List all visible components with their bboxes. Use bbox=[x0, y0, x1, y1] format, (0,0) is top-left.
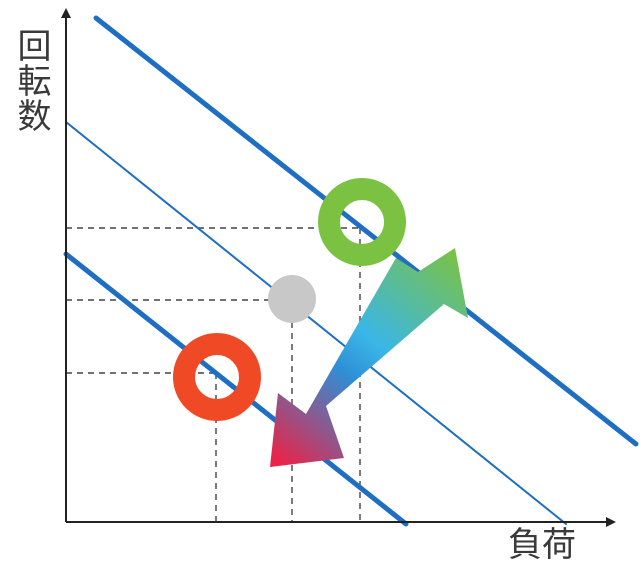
bidirectional-arrow-icon bbox=[270, 248, 468, 467]
upper-limit-line bbox=[93, 15, 639, 447]
x-axis-label: 負荷 bbox=[508, 525, 576, 565]
axes bbox=[61, 8, 616, 527]
y-axis-label: 回転数 bbox=[11, 28, 51, 133]
high-operating-point-ring-icon bbox=[318, 178, 406, 266]
mid-operating-point-dot-icon bbox=[268, 275, 316, 323]
low-operating-point-ring-icon bbox=[173, 333, 261, 421]
operating-lines bbox=[63, 15, 639, 527]
guide-lines bbox=[66, 227, 361, 522]
middle-line bbox=[65, 121, 567, 525]
